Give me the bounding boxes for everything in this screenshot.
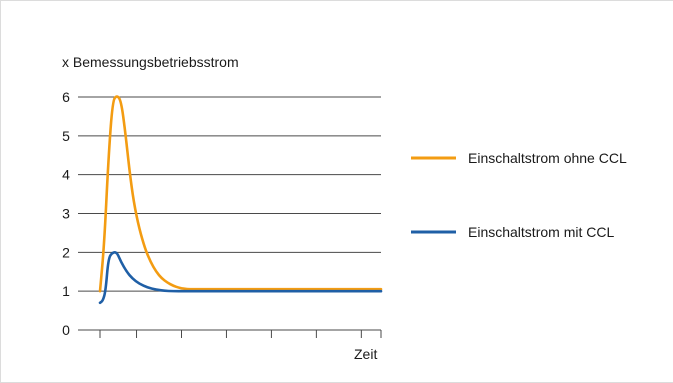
y-tick-label: 2 [62,244,70,260]
y-tick-label: 1 [62,283,70,299]
series-line-mit-ccl [98,251,383,305]
series-line-ohne-ccl [98,95,383,293]
x-axis-label: Zeit [354,346,377,362]
legend-entry: Einschaltstrom mit CCL [468,224,614,240]
y-tick-label: 4 [62,167,70,183]
y-tick-label: 3 [62,206,70,222]
y-tick-label: 5 [62,128,70,144]
y-tick-label: 6 [62,89,70,105]
y-axis-label: x Bemessungsbetriebsstrom [62,54,239,70]
y-tick-label: 0 [62,322,70,338]
legend-entry: Einschaltstrom ohne CCL [468,150,627,166]
